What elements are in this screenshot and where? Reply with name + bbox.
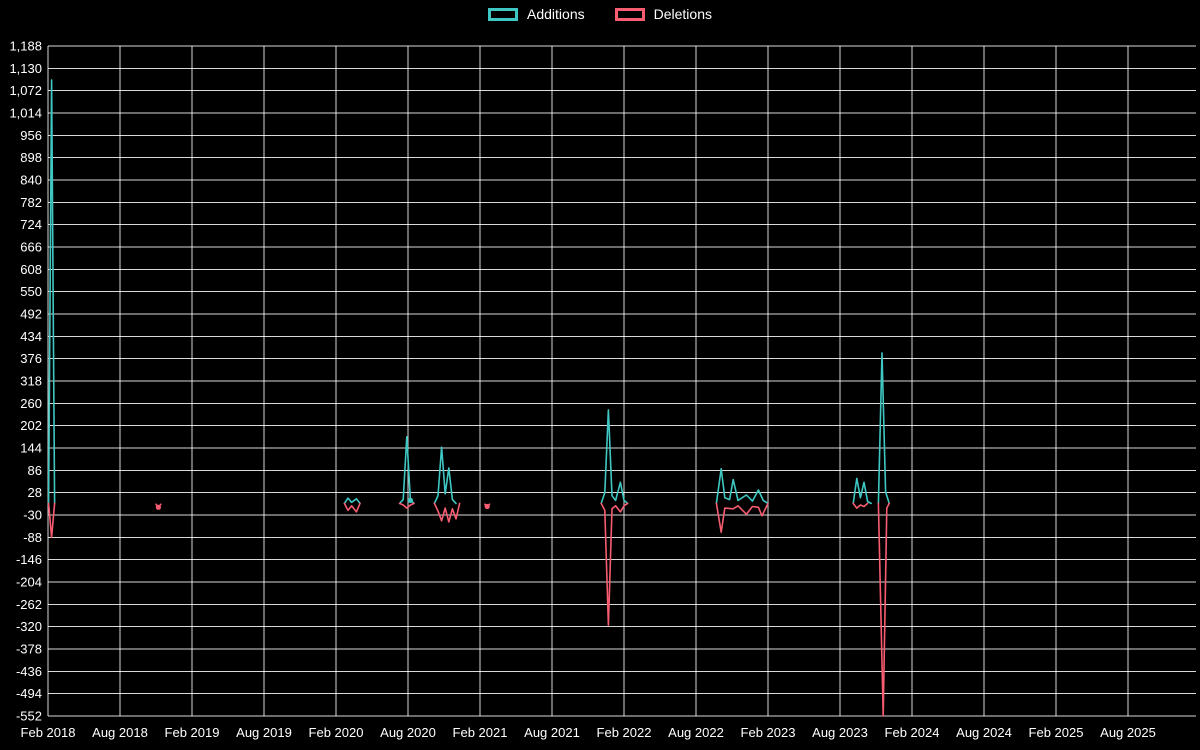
x-tick-label: Aug 2019 (236, 725, 292, 740)
y-tick-label: -262 (16, 597, 42, 612)
gridlines (47, 45, 1196, 717)
additions-line-segment (600, 409, 629, 505)
y-tick-label: -320 (16, 619, 42, 634)
legend-deletions-label: Deletions (653, 6, 712, 22)
y-tick-label: -146 (16, 552, 42, 567)
y-tick-label: 28 (28, 485, 42, 500)
x-tick-label: Aug 2021 (524, 725, 580, 740)
x-tick-label: Aug 2020 (380, 725, 436, 740)
y-tick-label: 666 (20, 240, 42, 255)
y-tick-label: -88 (23, 530, 42, 545)
y-tick-label: 492 (20, 307, 42, 322)
deletions-point-marker (155, 504, 161, 510)
additions-line-segment (433, 446, 457, 505)
x-tick-label: Feb 2020 (309, 725, 364, 740)
deletions-point-marker (484, 503, 490, 510)
y-tick-label: -494 (16, 686, 42, 701)
y-tick-label: -30 (23, 508, 42, 523)
y-tick-label: 1,014 (9, 106, 42, 121)
y-tick-label: 898 (20, 150, 42, 165)
additions-point-marker (407, 497, 413, 503)
x-tick-label: Feb 2024 (885, 725, 940, 740)
y-tick-label: 260 (20, 396, 42, 411)
deletions-line-segment (398, 502, 415, 509)
y-tick-label: -552 (16, 709, 42, 724)
additions-line-segment (47, 79, 56, 505)
series-lines (47, 79, 891, 717)
additions-line-segment (343, 497, 361, 505)
axis-tick-labels: 1,188 1,130 1,072 1,014 956 898 840 782 724 666 60… (9, 39, 1155, 741)
additions-swatch-icon (488, 7, 519, 21)
x-tick-label: Feb 2019 (165, 725, 220, 740)
deletions-line-segment (600, 502, 629, 626)
y-tick-label: 550 (20, 284, 42, 299)
x-tick-label: Aug 2022 (668, 725, 724, 740)
y-tick-label: 144 (20, 441, 42, 456)
y-tick-label: 1,130 (9, 61, 42, 76)
x-tick-label: Aug 2023 (812, 725, 868, 740)
y-tick-label: 434 (20, 329, 42, 344)
y-tick-label: -436 (16, 664, 42, 679)
legend-item-additions[interactable]: Additions (488, 7, 585, 21)
deletions-swatch-icon (614, 7, 645, 21)
legend-item-deletions[interactable]: Deletions (614, 6, 712, 22)
additions-line-segment (877, 352, 891, 505)
legend-additions-label: Additions (527, 6, 585, 22)
y-tick-label: 318 (20, 374, 42, 389)
y-tick-label: 608 (20, 262, 42, 277)
x-tick-label: Feb 2023 (741, 725, 796, 740)
chart-legend: Additions Deletions (0, 7, 1200, 21)
y-tick-label: 1,072 (9, 83, 42, 98)
deletions-line-segment (877, 502, 891, 717)
deletions-line-segment (715, 502, 769, 534)
additions-line-segment (715, 467, 769, 505)
y-tick-label: 376 (20, 351, 42, 366)
additions-line-segment (852, 477, 873, 505)
deletions-line-segment (47, 502, 56, 539)
y-tick-label: -378 (16, 642, 42, 657)
y-tick-label: 782 (20, 195, 42, 210)
y-tick-label: 840 (20, 173, 42, 188)
x-tick-label: Feb 2021 (453, 725, 508, 740)
x-tick-label: Aug 2024 (956, 725, 1012, 740)
x-tick-label: Aug 2025 (1100, 725, 1156, 740)
x-tick-label: Aug 2018 (92, 725, 148, 740)
x-tick-label: Feb 2022 (597, 725, 652, 740)
y-tick-label: 724 (20, 217, 42, 232)
y-tick-label: -204 (16, 575, 42, 590)
y-tick-label: 202 (20, 418, 42, 433)
deletions-line-segment (343, 502, 361, 513)
deletions-line-segment (852, 502, 869, 509)
y-tick-label: 956 (20, 128, 42, 143)
x-tick-label: Feb 2018 (21, 725, 76, 740)
x-tick-label: Feb 2025 (1029, 725, 1084, 740)
y-tick-label: 1,188 (9, 39, 42, 54)
deletions-line-segment (433, 502, 461, 523)
y-tick-label: 86 (28, 463, 42, 478)
